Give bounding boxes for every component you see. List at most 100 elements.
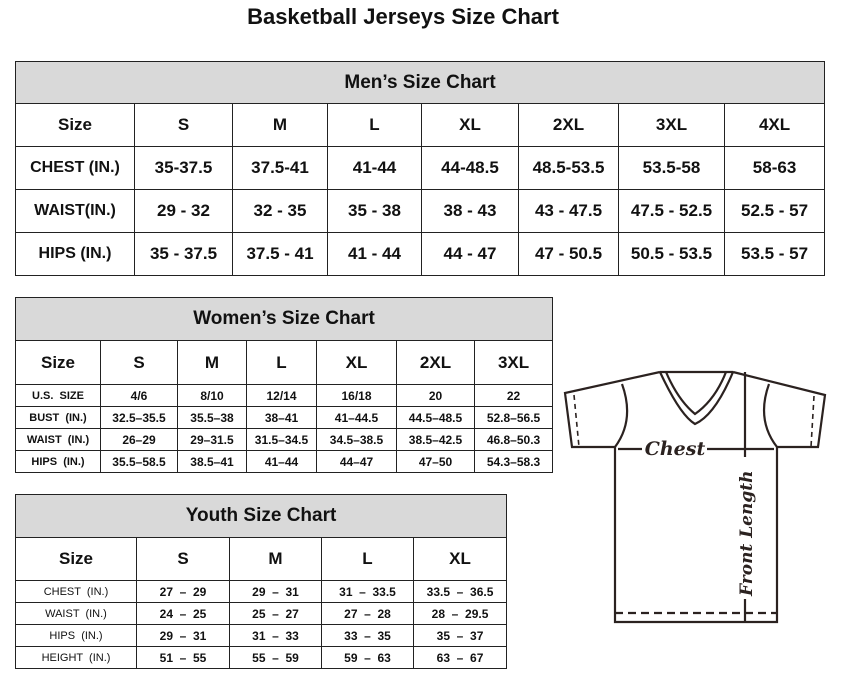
table-cell: 38 - 43 bbox=[421, 189, 519, 233]
size-header-row: Size S M L XL 2XL 3XL 4XL bbox=[15, 103, 826, 147]
table-cell: 46.8–50.3 bbox=[473, 428, 554, 451]
table-row: WAIST (IN.) 24 – 25 25 – 27 27 – 28 28 – 29.… bbox=[15, 602, 508, 625]
table-cell: 33 – 35 bbox=[321, 624, 414, 647]
table-cell: 41–44 bbox=[246, 450, 317, 473]
table-cell: 47 - 50.5 bbox=[518, 232, 619, 276]
column-header: 2XL bbox=[518, 103, 619, 147]
table-cell: 63 – 67 bbox=[412, 646, 508, 669]
table-cell: 31 – 33.5 bbox=[321, 580, 414, 603]
table-cell: 41–44.5 bbox=[316, 406, 397, 429]
column-header: L bbox=[321, 537, 414, 581]
column-header: XL bbox=[421, 103, 519, 147]
column-header: XL bbox=[412, 537, 508, 581]
table-row: CHEST (IN.) 35-37.5 37.5-41 41-44 44-48.5 48.… bbox=[15, 146, 826, 190]
table-cell: 38.5–41 bbox=[177, 450, 247, 473]
column-header: S bbox=[136, 537, 230, 581]
table-cell: 35 - 37.5 bbox=[134, 232, 233, 276]
table-cell: 29 - 32 bbox=[134, 189, 233, 233]
table-cell: 51 – 55 bbox=[136, 646, 230, 669]
table-cell: 35 – 37 bbox=[412, 624, 508, 647]
table-cell: 28 – 29.5 bbox=[412, 602, 508, 625]
table-cell: 37.5-41 bbox=[232, 146, 328, 190]
row-label: HEIGHT (IN.) bbox=[15, 646, 137, 669]
row-label: CHEST (IN.) bbox=[15, 146, 135, 190]
table-cell: 44 - 47 bbox=[421, 232, 519, 276]
table-row: HIPS (IN.) 29 – 31 31 – 33 33 – 35 35 – 37 bbox=[15, 624, 508, 647]
table-cell: 27 – 28 bbox=[321, 602, 414, 625]
table-row: U.S. SIZE 4/6 8/10 12/14 16/18 20 22 bbox=[15, 384, 554, 407]
column-header: L bbox=[327, 103, 422, 147]
table-cell: 32.5–35.5 bbox=[100, 406, 178, 429]
row-label: HIPS (IN.) bbox=[15, 624, 137, 647]
table-cell: 52.8–56.5 bbox=[473, 406, 554, 429]
men-size-table: Men’s Size Chart Size S M L XL 2XL 3XL 4XL CHEST … bbox=[14, 61, 826, 276]
row-label: WAIST (IN.) bbox=[15, 602, 137, 625]
table-cell: 44.5–48.5 bbox=[396, 406, 475, 429]
table-row: HIPS (IN.) 35.5–58.5 38.5–41 41–44 44–47 47–5… bbox=[15, 450, 554, 473]
column-header: Size bbox=[15, 340, 101, 385]
table-cell: 47.5 - 52.5 bbox=[618, 189, 725, 233]
table-cell: 38.5–42.5 bbox=[396, 428, 475, 451]
table-cell: 35.5–58.5 bbox=[100, 450, 178, 473]
table-cell: 44-48.5 bbox=[421, 146, 519, 190]
table-cell: 24 – 25 bbox=[136, 602, 230, 625]
table-cell: 53.5 - 57 bbox=[723, 232, 826, 276]
table-row: WAIST (IN.) 26–29 29–31.5 31.5–34.5 34.5–38.… bbox=[15, 428, 554, 451]
table-cell: 35.5–38 bbox=[177, 406, 247, 429]
table-cell: 31.5–34.5 bbox=[246, 428, 317, 451]
jersey-outline bbox=[563, 370, 827, 624]
women-chart-heading: Women’s Size Chart bbox=[14, 297, 554, 341]
column-header: Size bbox=[15, 103, 135, 147]
row-label: WAIST(IN.) bbox=[15, 189, 135, 233]
table-cell: 16/18 bbox=[316, 384, 397, 407]
women-size-table: Women’s Size Chart Size S M L XL 2XL 3XL U.S. SI… bbox=[14, 297, 554, 473]
table-cell: 29 – 31 bbox=[136, 624, 230, 647]
column-header: L bbox=[246, 340, 317, 385]
jersey-diagram: Chest Front Length bbox=[563, 370, 827, 624]
table-row: WAIST(IN.) 29 - 32 32 - 35 35 - 38 38 - 43 43… bbox=[15, 189, 826, 233]
table-row: BUST (IN.) 32.5–35.5 35.5–38 38–41 41–44.5 44… bbox=[15, 406, 554, 429]
column-header: Size bbox=[15, 537, 137, 581]
table-row: HIPS (IN.) 35 - 37.5 37.5 - 41 41 - 44 44 - … bbox=[15, 232, 826, 276]
table-cell: 58-63 bbox=[723, 146, 826, 190]
table-cell: 37.5 - 41 bbox=[232, 232, 328, 276]
table-cell: 29 – 31 bbox=[229, 580, 322, 603]
table-cell: 52.5 - 57 bbox=[723, 189, 826, 233]
youth-chart-heading: Youth Size Chart bbox=[14, 494, 508, 538]
front-length-label: Front Length bbox=[737, 471, 757, 597]
table-cell: 55 – 59 bbox=[229, 646, 322, 669]
column-header: 4XL bbox=[723, 103, 826, 147]
youth-size-table: Youth Size Chart Size S M L XL CHEST (IN.) 27 –… bbox=[14, 494, 508, 669]
column-header: XL bbox=[316, 340, 397, 385]
table-cell: 35-37.5 bbox=[134, 146, 233, 190]
table-cell: 54.3–58.3 bbox=[473, 450, 554, 473]
table-row: CHEST (IN.) 27 – 29 29 – 31 31 – 33.5 33.5 –… bbox=[15, 580, 508, 603]
table-cell: 29–31.5 bbox=[177, 428, 247, 451]
column-header: M bbox=[177, 340, 247, 385]
row-label: HIPS (IN.) bbox=[15, 232, 135, 276]
column-header: 2XL bbox=[396, 340, 475, 385]
table-row: HEIGHT (IN.) 51 – 55 55 – 59 59 – 63 63 – 67 bbox=[15, 646, 508, 669]
table-cell: 50.5 - 53.5 bbox=[618, 232, 725, 276]
size-header-row: Size S M L XL 2XL 3XL bbox=[15, 340, 554, 385]
table-cell: 53.5-58 bbox=[618, 146, 725, 190]
column-header: M bbox=[232, 103, 328, 147]
table-cell: 33.5 – 36.5 bbox=[412, 580, 508, 603]
table-cell: 44–47 bbox=[316, 450, 397, 473]
table-cell: 12/14 bbox=[246, 384, 317, 407]
table-cell: 25 – 27 bbox=[229, 602, 322, 625]
column-header: 3XL bbox=[618, 103, 725, 147]
row-label: CHEST (IN.) bbox=[15, 580, 137, 603]
chest-label: Chest bbox=[645, 438, 706, 460]
column-header: S bbox=[134, 103, 233, 147]
table-cell: 27 – 29 bbox=[136, 580, 230, 603]
table-cell: 59 – 63 bbox=[321, 646, 414, 669]
table-cell: 41 - 44 bbox=[327, 232, 422, 276]
table-cell: 43 - 47.5 bbox=[518, 189, 619, 233]
row-label: BUST (IN.) bbox=[15, 406, 101, 429]
row-label: U.S. SIZE bbox=[15, 384, 101, 407]
column-header: 3XL bbox=[473, 340, 554, 385]
column-header: M bbox=[229, 537, 322, 581]
table-cell: 47–50 bbox=[396, 450, 475, 473]
table-cell: 32 - 35 bbox=[232, 189, 328, 233]
